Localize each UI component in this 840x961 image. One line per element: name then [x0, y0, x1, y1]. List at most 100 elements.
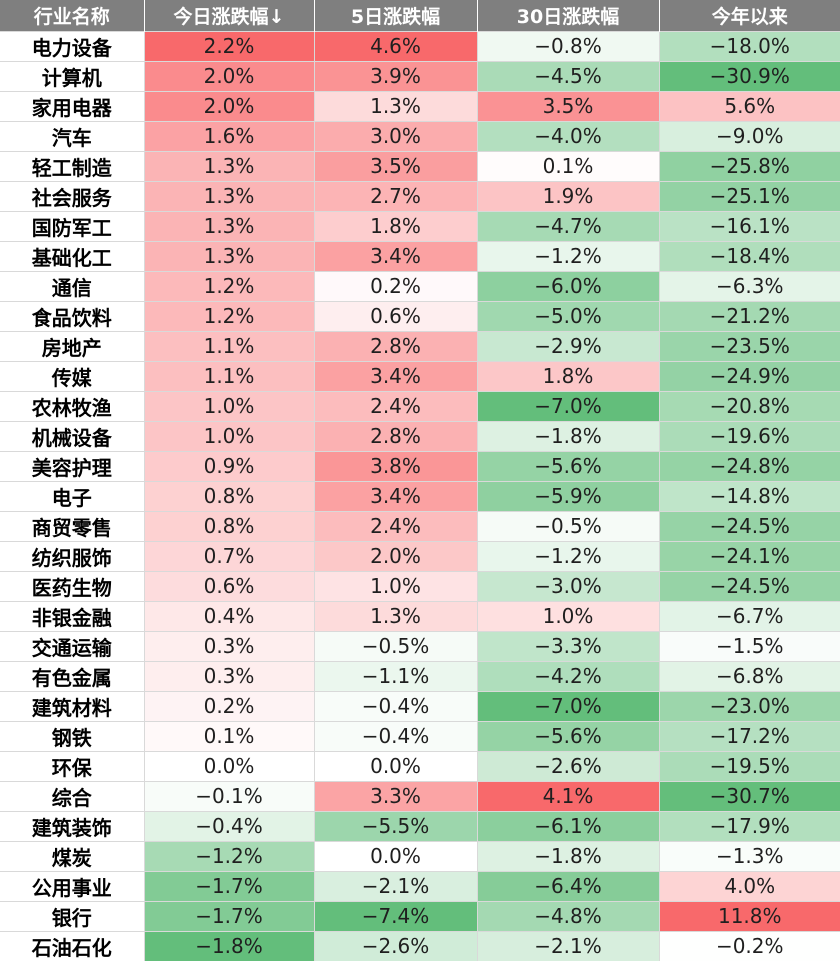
- return-value-cell: −17.2%: [658, 720, 840, 751]
- return-value-cell: −24.5%: [658, 570, 840, 601]
- table-row: 纺织服饰 0.7% 2.0% −1.2% −24.1%: [0, 540, 840, 571]
- industry-name-cell: 商贸零售: [0, 510, 144, 541]
- return-value-cell: −7.0%: [476, 690, 659, 721]
- return-value-cell: −30.9%: [658, 60, 840, 91]
- return-value-cell: 2.8%: [313, 330, 477, 361]
- return-value-cell: 2.2%: [143, 30, 314, 61]
- industry-name-cell: 通信: [0, 270, 144, 301]
- return-value-cell: −21.2%: [658, 300, 840, 331]
- industry-name-cell: 汽车: [0, 120, 144, 151]
- return-value-cell: 0.6%: [143, 570, 314, 601]
- return-value-cell: 1.1%: [143, 330, 314, 361]
- return-value-cell: −24.5%: [658, 510, 840, 541]
- return-value-cell: −1.2%: [476, 240, 659, 271]
- return-value-cell: 3.4%: [313, 240, 477, 271]
- return-value-cell: 3.5%: [313, 150, 477, 181]
- return-value-cell: −4.7%: [476, 210, 659, 241]
- table-row: 医药生物 0.6% 1.0% −3.0% −24.5%: [0, 570, 840, 601]
- return-value-cell: 1.3%: [143, 240, 314, 271]
- return-value-cell: 1.8%: [313, 210, 477, 241]
- return-value-cell: −0.5%: [476, 510, 659, 541]
- industry-name-cell: 煤炭: [0, 840, 144, 871]
- table-row: 综合 −0.1% 3.3% 4.1% −30.7%: [0, 780, 840, 811]
- return-value-cell: 0.8%: [143, 510, 314, 541]
- return-value-cell: −6.8%: [658, 660, 840, 691]
- return-value-cell: 4.0%: [658, 870, 840, 901]
- return-value-cell: −1.8%: [476, 420, 659, 451]
- return-value-cell: −1.1%: [313, 660, 477, 691]
- column-header: 行业名称: [0, 0, 144, 31]
- return-value-cell: 1.3%: [143, 150, 314, 181]
- industry-name-cell: 传媒: [0, 360, 144, 391]
- return-value-cell: 2.4%: [313, 390, 477, 421]
- return-value-cell: −24.1%: [658, 540, 840, 571]
- return-value-cell: −1.8%: [143, 930, 314, 961]
- return-value-cell: −23.5%: [658, 330, 840, 361]
- table-row: 计算机 2.0% 3.9% −4.5% −30.9%: [0, 60, 840, 91]
- return-value-cell: −4.0%: [476, 120, 659, 151]
- return-value-cell: −19.5%: [658, 750, 840, 781]
- return-value-cell: 0.0%: [143, 750, 314, 781]
- return-value-cell: −4.8%: [476, 900, 659, 931]
- return-value-cell: −1.2%: [476, 540, 659, 571]
- return-value-cell: −3.0%: [476, 570, 659, 601]
- table-row: 非银金融 0.4% 1.3% 1.0% −6.7%: [0, 600, 840, 631]
- return-value-cell: 3.4%: [313, 480, 477, 511]
- table-row: 电力设备 2.2% 4.6% −0.8% −18.0%: [0, 30, 840, 61]
- industry-name-cell: 综合: [0, 780, 144, 811]
- return-value-cell: −1.8%: [476, 840, 659, 871]
- return-value-cell: 4.1%: [476, 780, 659, 811]
- industry-name-cell: 轻工制造: [0, 150, 144, 181]
- return-value-cell: −6.0%: [476, 270, 659, 301]
- return-value-cell: −1.5%: [658, 630, 840, 661]
- return-value-cell: −4.2%: [476, 660, 659, 691]
- table-row: 银行 −1.7% −7.4% −4.8% 11.8%: [0, 900, 840, 931]
- return-value-cell: −0.8%: [476, 30, 659, 61]
- industry-name-cell: 电子: [0, 480, 144, 511]
- industry-name-cell: 交通运输: [0, 630, 144, 661]
- table-row: 家用电器 2.0% 1.3% 3.5% 5.6%: [0, 90, 840, 121]
- return-value-cell: −5.9%: [476, 480, 659, 511]
- return-value-cell: 2.7%: [313, 180, 477, 211]
- return-value-cell: −25.1%: [658, 180, 840, 211]
- return-value-cell: 1.0%: [143, 420, 314, 451]
- return-value-cell: 1.0%: [143, 390, 314, 421]
- industry-name-cell: 纺织服饰: [0, 540, 144, 571]
- table-row: 建筑材料 0.2% −0.4% −7.0% −23.0%: [0, 690, 840, 721]
- table-row: 电子 0.8% 3.4% −5.9% −14.8%: [0, 480, 840, 511]
- return-value-cell: 1.9%: [476, 180, 659, 211]
- return-value-cell: −5.6%: [476, 720, 659, 751]
- return-value-cell: 0.7%: [143, 540, 314, 571]
- table-row: 机械设备 1.0% 2.8% −1.8% −19.6%: [0, 420, 840, 451]
- return-value-cell: 2.0%: [143, 90, 314, 121]
- return-value-cell: 0.4%: [143, 600, 314, 631]
- return-value-cell: 1.0%: [476, 600, 659, 631]
- return-value-cell: 0.0%: [313, 840, 477, 871]
- return-value-cell: 2.0%: [313, 540, 477, 571]
- return-value-cell: 1.8%: [476, 360, 659, 391]
- return-value-cell: 1.2%: [143, 300, 314, 331]
- table-row: 房地产 1.1% 2.8% −2.9% −23.5%: [0, 330, 840, 361]
- return-value-cell: 2.4%: [313, 510, 477, 541]
- return-value-cell: −18.4%: [658, 240, 840, 271]
- return-value-cell: −17.9%: [658, 810, 840, 841]
- column-header[interactable]: 今日涨跌幅↓: [143, 0, 314, 31]
- industry-name-cell: 石油石化: [0, 930, 144, 961]
- industry-name-cell: 机械设备: [0, 420, 144, 451]
- return-value-cell: −1.7%: [143, 870, 314, 901]
- industry-name-cell: 农林牧渔: [0, 390, 144, 421]
- return-value-cell: 3.4%: [313, 360, 477, 391]
- industry-name-cell: 电力设备: [0, 30, 144, 61]
- return-value-cell: 1.3%: [143, 180, 314, 211]
- return-value-cell: −6.4%: [476, 870, 659, 901]
- return-value-cell: −3.3%: [476, 630, 659, 661]
- column-header: 今年以来: [658, 0, 840, 31]
- return-value-cell: 0.3%: [143, 630, 314, 661]
- column-header: 30日涨跌幅: [476, 0, 659, 31]
- return-value-cell: 4.6%: [313, 30, 477, 61]
- return-value-cell: −2.9%: [476, 330, 659, 361]
- industry-name-cell: 计算机: [0, 60, 144, 91]
- return-value-cell: −1.2%: [143, 840, 314, 871]
- table-row: 国防军工 1.3% 1.8% −4.7% −16.1%: [0, 210, 840, 241]
